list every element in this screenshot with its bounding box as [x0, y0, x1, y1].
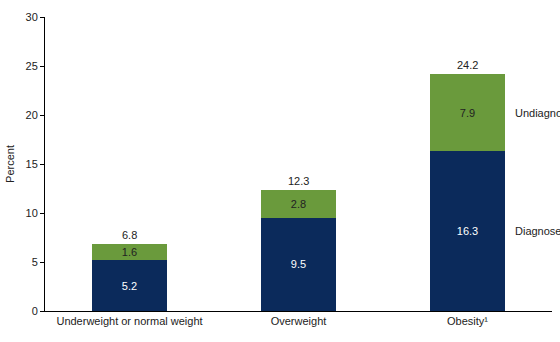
- svg-text:5: 5: [32, 256, 38, 268]
- svg-text:10: 10: [26, 207, 38, 219]
- svg-text:1.6: 1.6: [122, 246, 137, 258]
- svg-text:0: 0: [32, 305, 38, 317]
- svg-text:24.2: 24.2: [457, 59, 478, 71]
- svg-text:7.9: 7.9: [460, 107, 475, 119]
- svg-text:12.3: 12.3: [288, 175, 309, 187]
- svg-text:2.8: 2.8: [291, 198, 306, 210]
- svg-text:25: 25: [26, 60, 38, 72]
- svg-text:6.8: 6.8: [122, 229, 137, 241]
- svg-text:Percent: Percent: [4, 145, 16, 183]
- svg-text:Obesity¹: Obesity¹: [447, 315, 488, 327]
- svg-text:30: 30: [26, 11, 38, 23]
- svg-text:20: 20: [26, 109, 38, 121]
- svg-text:5.2: 5.2: [122, 280, 137, 292]
- svg-text:9.5: 9.5: [291, 258, 306, 270]
- svg-text:Underweight or normal weight: Underweight or normal weight: [56, 315, 202, 327]
- svg-text:Undiagnosed: Undiagnosed: [515, 107, 560, 119]
- svg-text:15: 15: [26, 158, 38, 170]
- svg-text:16.3: 16.3: [457, 225, 478, 237]
- svg-text:Diagnosed: Diagnosed: [515, 225, 560, 237]
- svg-text:Overweight: Overweight: [271, 315, 327, 327]
